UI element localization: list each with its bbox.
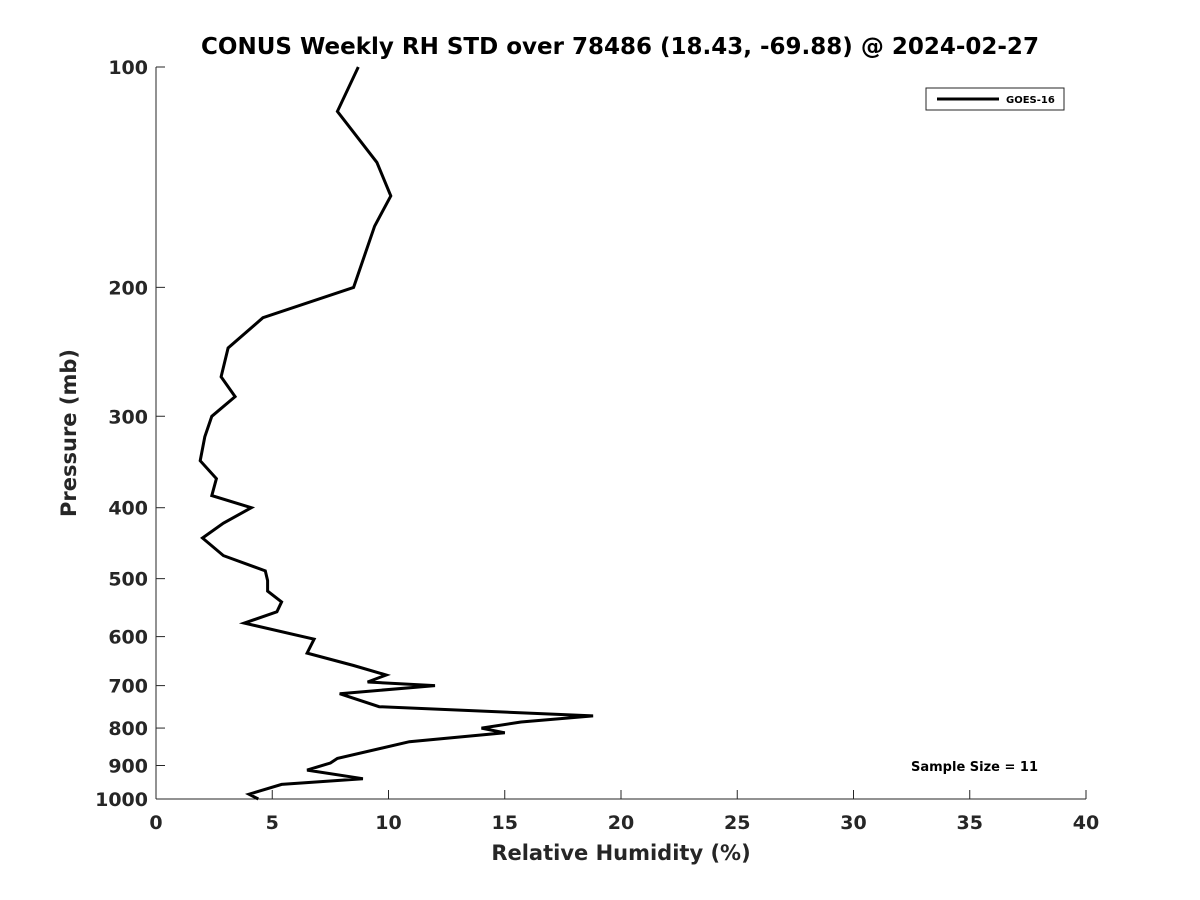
legend-entry-goes-16: GOES-16: [1006, 95, 1055, 106]
chart-title: CONUS Weekly RH STD over 78486 (18.43, -…: [201, 34, 1039, 60]
legend: GOES-16: [925, 87, 1065, 111]
y-tick-label-900: 900: [108, 756, 148, 778]
series-line-goes-16: [198, 66, 594, 801]
sample-size-annotation: Sample Size = 11: [911, 760, 1038, 775]
plot-area: [156, 67, 1086, 799]
x-tick-label-35: 35: [957, 812, 983, 834]
x-tick-label-20: 20: [608, 812, 634, 834]
x-axis-label: Relative Humidity (%): [491, 841, 750, 865]
x-tick-label-40: 40: [1073, 812, 1099, 834]
y-tick-label-400: 400: [108, 498, 148, 520]
x-tick-label-30: 30: [840, 812, 866, 834]
y-tick-label-300: 300: [108, 406, 148, 428]
y-tick-label-200: 200: [108, 277, 148, 299]
x-ticks: 0 5 10 15 20 25 30 35 40: [149, 790, 1099, 834]
x-tick-label-25: 25: [724, 812, 750, 834]
x-tick-label-15: 15: [492, 812, 518, 834]
x-tick-label-5: 5: [266, 812, 279, 834]
x-tick-label-10: 10: [375, 812, 401, 834]
y-tick-label-1000: 1000: [95, 789, 148, 811]
y-tick-label-500: 500: [108, 569, 148, 591]
y-tick-label-600: 600: [108, 627, 148, 649]
y-tick-label-700: 700: [108, 676, 148, 698]
y-tick-label-100: 100: [108, 57, 148, 79]
y-ticks: 100 200 300 400 500 600 700 800 900 1000: [95, 57, 165, 811]
y-axis-label: Pressure (mb): [57, 349, 81, 517]
x-tick-label-0: 0: [149, 812, 162, 834]
y-tick-label-800: 800: [108, 718, 148, 740]
